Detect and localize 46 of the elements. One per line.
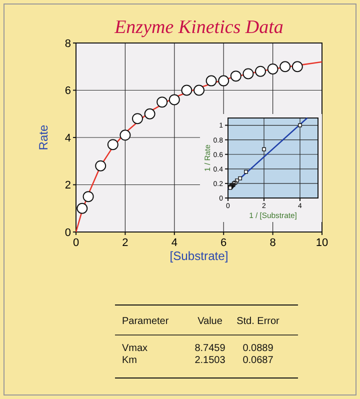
- point: [120, 130, 131, 141]
- text: Km: [122, 355, 137, 366]
- point: [156, 96, 168, 108]
- text: 0.0687: [242, 355, 274, 366]
- point: [255, 66, 266, 77]
- x-tick-label: 2: [122, 237, 128, 249]
- x-tick-label: 4: [171, 237, 178, 249]
- point: [242, 68, 254, 80]
- chart-title: Enzyme Kinetics Data: [114, 17, 284, 38]
- y-axis-title: Rate: [36, 124, 50, 150]
- point: [95, 160, 106, 172]
- y-tick-label: 6: [64, 85, 71, 98]
- point: [194, 84, 204, 96]
- point: [206, 75, 217, 86]
- point: [280, 61, 291, 72]
- point: [76, 202, 88, 214]
- line-series: [75, 61, 323, 233]
- y-tick-label: 2: [64, 180, 71, 192]
- point: [292, 61, 303, 72]
- point: [230, 70, 242, 82]
- point: [218, 75, 230, 86]
- point: [181, 84, 192, 96]
- text: 0.0889: [242, 343, 274, 354]
- y-tick-label: 4: [64, 132, 71, 144]
- text: Std. Error: [236, 316, 280, 327]
- text: Parameter: [122, 316, 170, 327]
- point: [262, 147, 266, 152]
- point: [168, 94, 180, 106]
- y-tick-label: 8: [64, 38, 71, 50]
- text: 2.1503: [194, 355, 226, 366]
- point: [132, 113, 143, 124]
- x-tick-label: 10: [316, 237, 328, 249]
- point: [267, 63, 278, 74]
- point: [238, 176, 242, 180]
- text: Vmax: [122, 343, 148, 354]
- point: [144, 108, 156, 120]
- x-axis-title: [Substrate]: [170, 249, 228, 263]
- y-tick-label: 0: [64, 226, 71, 239]
- x-tick-label: 0: [72, 237, 80, 249]
- text: Value: [198, 316, 223, 327]
- point: [82, 191, 94, 202]
- point: [298, 123, 302, 128]
- point: [107, 139, 118, 150]
- x-tick-label: 8: [270, 237, 276, 249]
- point: [244, 170, 248, 174]
- text: 8.7459: [194, 343, 226, 354]
